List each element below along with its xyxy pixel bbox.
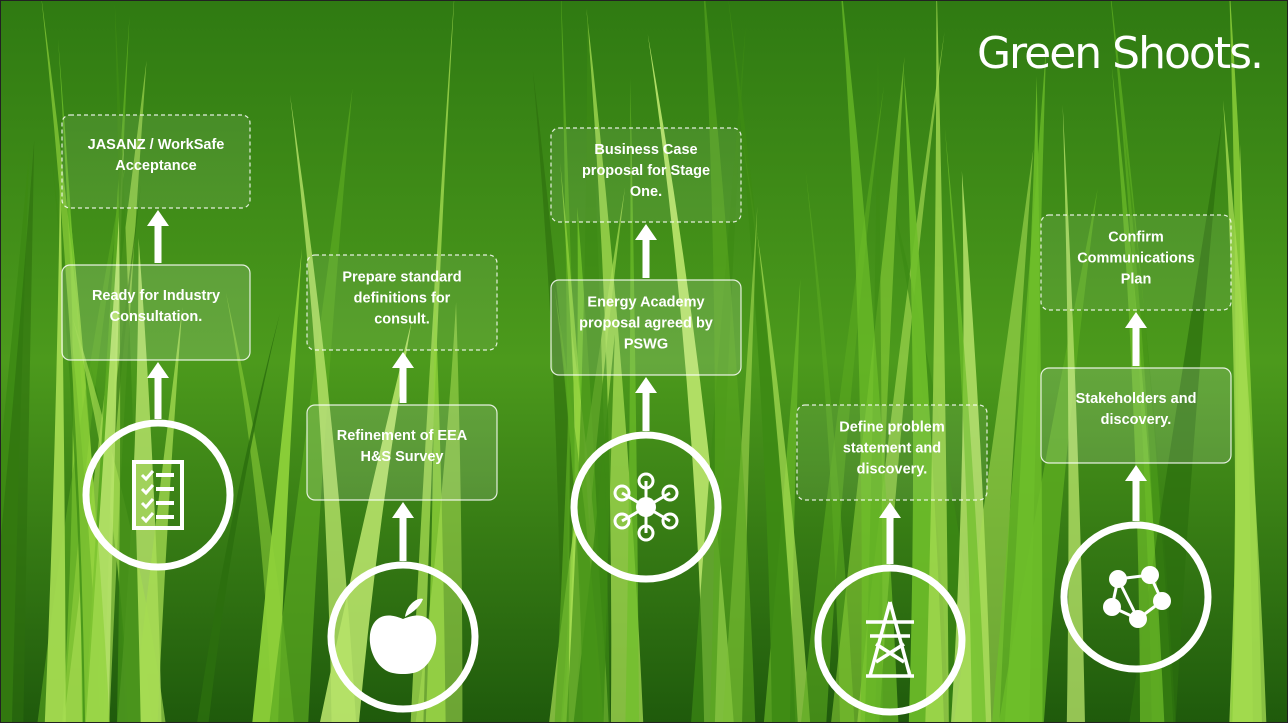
icon	[1153, 592, 1171, 610]
milestone-text: Refinement of EEA	[337, 428, 468, 444]
icon	[1141, 566, 1159, 584]
milestone-text: H&S Survey	[360, 449, 443, 465]
milestone-text: consult.	[374, 311, 430, 327]
milestone-text: discovery.	[1101, 412, 1172, 428]
milestone-text: Plan	[1121, 271, 1152, 287]
slide: Ready for Industry Consultation. JASANZ / …	[0, 0, 1288, 723]
icon	[1103, 598, 1121, 616]
milestone-text: Acceptance	[115, 158, 196, 174]
milestone-text: Communications	[1077, 250, 1195, 266]
milestone-text: proposal agreed by	[579, 315, 713, 331]
milestone-text: Prepare standard	[342, 269, 461, 285]
milestone-text: JASANZ / WorkSafe	[88, 137, 225, 153]
milestone-text: Ready for Industry	[92, 288, 220, 304]
icon	[636, 497, 656, 517]
milestone-text: Business Case	[594, 142, 697, 158]
milestone-text: Confirm	[1108, 229, 1164, 245]
milestone-text: Energy Academy	[587, 294, 704, 310]
milestone-text: definitions for	[354, 290, 451, 306]
milestone-text: One.	[630, 184, 662, 200]
milestone-text: PSWG	[624, 336, 668, 352]
icon	[370, 615, 436, 674]
slide-title: Green Shoots.	[977, 28, 1262, 79]
icon	[1109, 570, 1127, 588]
milestone-text: statement and	[843, 440, 941, 456]
milestone-text: Consultation.	[110, 309, 203, 325]
milestone-text: discovery.	[857, 461, 928, 477]
milestone-text: Stakeholders and	[1076, 391, 1197, 407]
milestone-text: proposal for Stage	[582, 163, 710, 179]
icon	[1129, 610, 1147, 628]
milestone-text: Define problem	[839, 419, 945, 435]
